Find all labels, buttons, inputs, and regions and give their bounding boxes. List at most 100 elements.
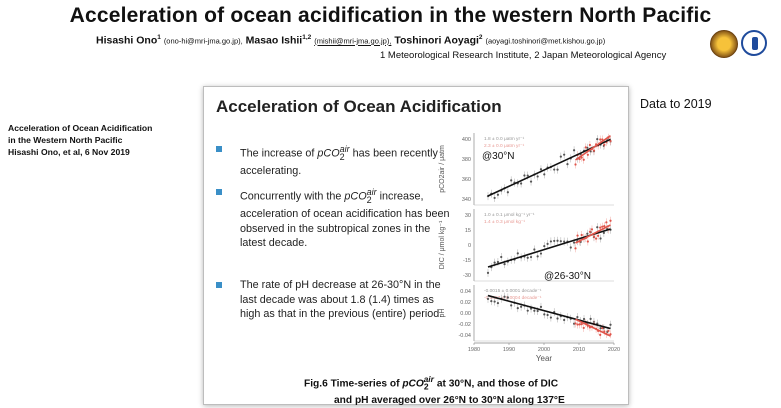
trend-line	[575, 224, 611, 244]
data-point	[574, 322, 577, 325]
data-point	[563, 318, 566, 322]
data-point	[578, 157, 581, 161]
data-point	[493, 300, 496, 303]
trend-line	[575, 318, 611, 337]
figure-caption: Fig.6 Time-series of pCO2air at 30°N, an…	[304, 372, 565, 408]
bullet-square-icon	[216, 189, 222, 195]
data-point	[556, 239, 559, 242]
data-point	[576, 234, 579, 237]
data-point	[574, 163, 577, 166]
sidenote-line: in the Western North Pacific	[8, 135, 123, 145]
data-point	[529, 255, 533, 259]
y-tick-label: 380	[462, 157, 471, 163]
data-point	[596, 138, 599, 141]
panel-label: @26-30°N	[544, 271, 591, 282]
y-axis-label: pCO2air / μatm	[439, 145, 446, 193]
data-point	[493, 196, 496, 200]
data-point	[543, 244, 546, 248]
data-point	[609, 219, 612, 222]
y-tick-label: 0.04	[460, 289, 471, 295]
legend-entry: -0.0015 ± 0.0001 decade⁻¹	[484, 288, 542, 294]
data-point	[526, 309, 529, 312]
bullet-text: The increase of pCO2air has been recentl…	[240, 144, 438, 178]
data-point	[602, 231, 605, 234]
data-point	[486, 297, 490, 301]
legend-entry: 2.3 ± 0.0 μatm yr⁻¹	[484, 143, 525, 149]
data-point	[553, 239, 556, 243]
y-tick-label: 30	[465, 213, 471, 219]
author-name: Hisashi Ono	[96, 34, 158, 47]
data-point	[510, 304, 513, 307]
data-point	[582, 326, 585, 330]
data-point	[506, 191, 509, 194]
data-point	[592, 149, 596, 152]
data-point	[520, 305, 523, 308]
data-point	[574, 247, 577, 250]
poster-title: Acceleration of ocean acidification in t…	[69, 4, 712, 27]
y-tick-label: 0	[468, 243, 471, 249]
data-point	[599, 333, 602, 337]
author-name: Toshinori Aoyagi	[394, 34, 479, 47]
bullet-square-icon	[216, 146, 222, 152]
y-tick-label: -30	[463, 273, 471, 279]
data-point	[556, 168, 559, 171]
caption-line: Fig.6 Time-series of pCO2air at 30°N, an…	[304, 374, 559, 392]
data-point	[490, 300, 493, 303]
data-point	[596, 226, 599, 229]
data-point	[597, 234, 600, 237]
data-point	[539, 305, 543, 309]
data-point	[599, 327, 602, 330]
author-email: (ono-hi@mri-jma.go.jp),	[163, 36, 243, 46]
data-point	[582, 158, 585, 161]
data-point	[576, 323, 579, 326]
y-axis-label: DIC / μmol kg⁻¹	[439, 220, 446, 269]
y-tick-label: 360	[462, 177, 471, 183]
data-point	[529, 180, 533, 183]
bullet-text: The rate of pH decrease at 26-30°N in th…	[240, 279, 443, 320]
data-point	[533, 309, 536, 312]
data-point	[539, 168, 543, 171]
data-point	[589, 317, 592, 320]
data-point	[599, 237, 602, 240]
data-point	[599, 138, 602, 141]
sidenote-line: Acceleration of Ocean Acidification	[8, 123, 153, 133]
data-point	[592, 235, 596, 238]
data-point	[563, 153, 566, 156]
slide-panel: Acceleration of Ocean Acidification The …	[203, 86, 629, 408]
caption-line: and pH averaged over 26°N to 30°N along …	[334, 394, 565, 406]
data-point	[526, 256, 529, 259]
data-point	[496, 193, 500, 196]
data-point	[590, 228, 594, 231]
data-point	[605, 221, 608, 224]
y-axis-label: pH	[439, 309, 446, 318]
time-series-chart: 400 380 360 340 pCO2air / μatm 1.8 ± 0.0 μatm…	[439, 133, 620, 363]
author-name: Masao Ishii	[245, 34, 303, 47]
y-tick-label: -15	[463, 258, 471, 264]
data-point	[601, 138, 604, 141]
data-point	[580, 323, 583, 326]
y-tick-label: 400	[462, 137, 471, 143]
data-point	[526, 174, 529, 177]
trend-line	[487, 138, 611, 197]
author-affil-sup: 2	[478, 34, 483, 41]
data-point	[533, 248, 536, 251]
data-point	[582, 317, 586, 321]
bullet-text: Concurrently with the pCO2air increase, …	[240, 187, 450, 250]
data-point	[539, 252, 543, 255]
data-point	[607, 329, 610, 333]
data-point	[586, 153, 589, 156]
data-point	[543, 313, 546, 316]
data-point	[563, 240, 566, 243]
data-point	[516, 307, 519, 310]
data-point	[584, 146, 587, 149]
x-tick-label: 2010	[573, 347, 585, 353]
x-tick-label: 1990	[503, 347, 515, 353]
legend-entry: 1.8 ± 0.0 μatm yr⁻¹	[484, 136, 525, 142]
data-point	[601, 326, 604, 330]
data-point	[603, 224, 606, 228]
data-point	[578, 323, 581, 326]
x-tick-label: 2000	[538, 347, 550, 353]
author-affil-sup: 1,2	[302, 34, 312, 41]
x-tick-label: 2020	[608, 347, 620, 353]
data-point	[556, 317, 559, 320]
